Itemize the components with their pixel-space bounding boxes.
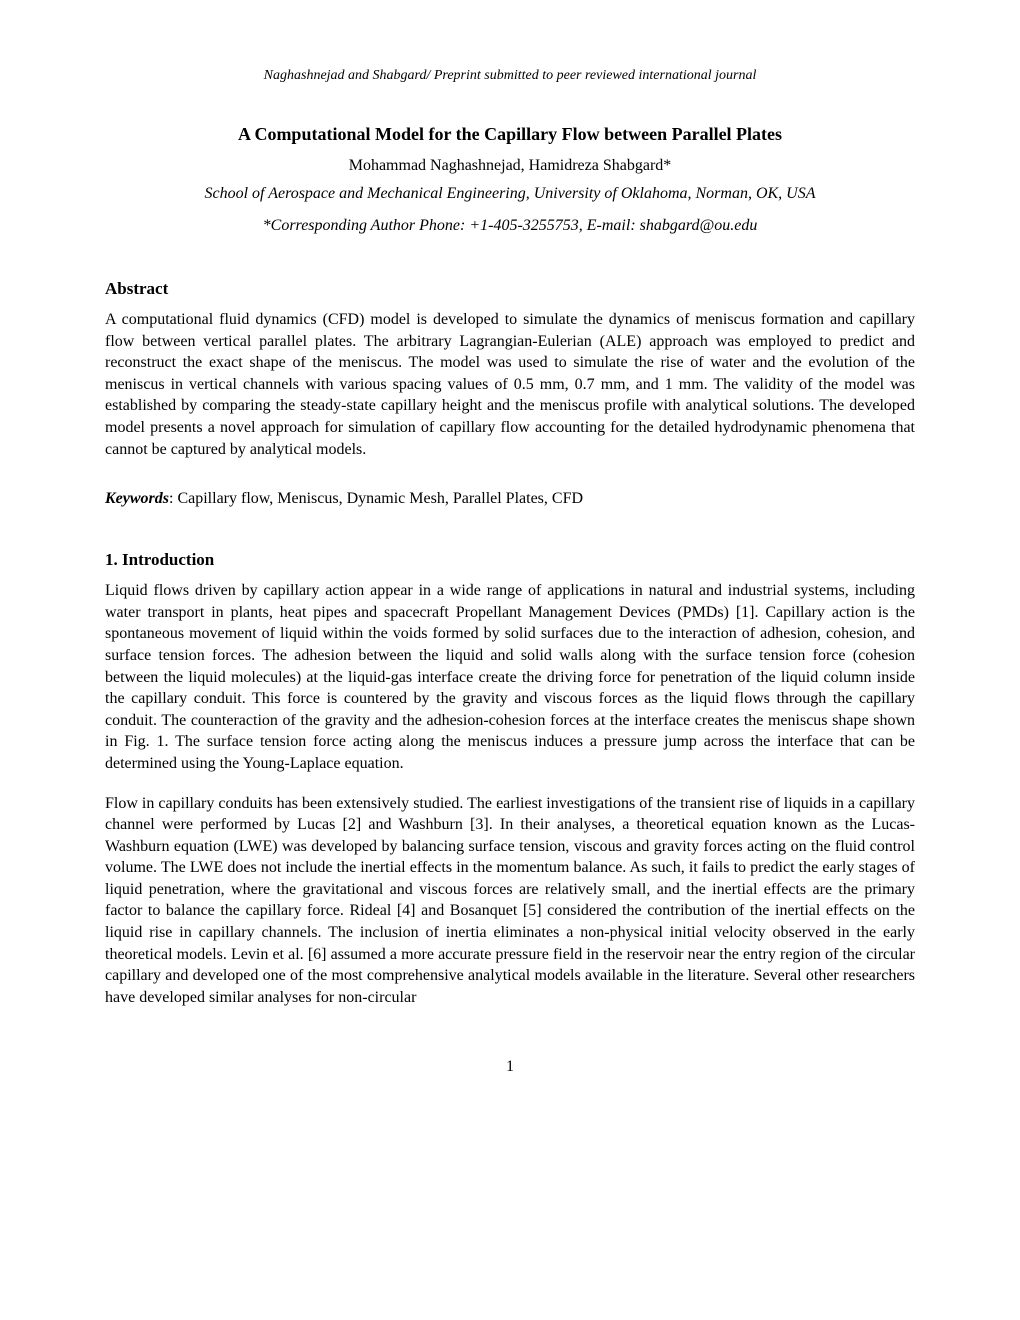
corresponding-author-line: *Corresponding Author Phone: +1-405-3255…	[105, 217, 915, 235]
abstract-heading: Abstract	[105, 279, 915, 299]
affiliation-line: School of Aerospace and Mechanical Engin…	[105, 185, 915, 203]
paper-title: A Computational Model for the Capillary …	[105, 124, 915, 145]
keywords-line: Keywords: Capillary flow, Meniscus, Dyna…	[105, 490, 915, 508]
introduction-heading: 1. Introduction	[105, 550, 915, 570]
authors-line: Mohammad Naghashnejad, Hamidreza Shabgar…	[105, 157, 915, 175]
intro-paragraph-1: Liquid flows driven by capillary action …	[105, 580, 915, 774]
keywords-label: Keywords	[105, 490, 169, 507]
abstract-body: A computational fluid dynamics (CFD) mod…	[105, 309, 915, 460]
running-head: Naghashnejad and Shabgard/ Preprint subm…	[105, 68, 915, 84]
intro-paragraph-2: Flow in capillary conduits has been exte…	[105, 793, 915, 1009]
keywords-body: Capillary flow, Meniscus, Dynamic Mesh, …	[177, 490, 583, 507]
page: Naghashnejad and Shabgard/ Preprint subm…	[0, 0, 1020, 1116]
page-number: 1	[105, 1058, 915, 1076]
